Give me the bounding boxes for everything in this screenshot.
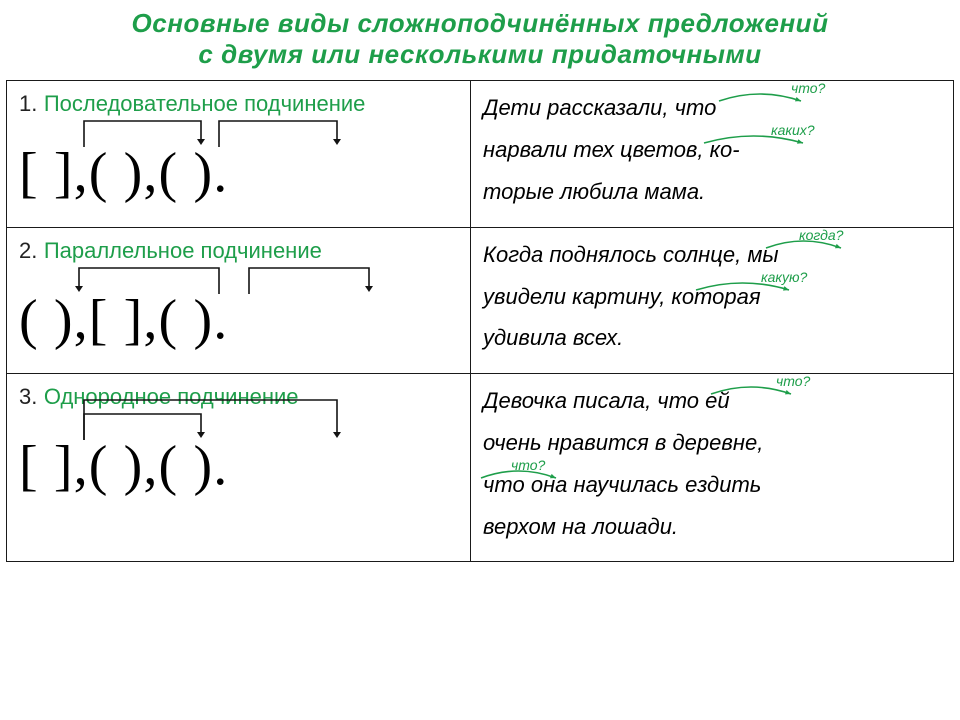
example-line: Дети рассказали, что <box>483 87 941 129</box>
title-line-2: с двумя или несколькими придаточными <box>198 39 761 69</box>
table-row: 2. Параллельное подчинение ( ),[ ],( ). ко… <box>7 227 954 373</box>
example-line: что она научилась ездить <box>483 464 941 506</box>
table-row: 1. Последовательное подчинение [ ],( ),( … <box>7 81 954 227</box>
types-table: 1. Последовательное подчинение [ ],( ),( … <box>6 80 954 562</box>
example-line: верхом на лошади. <box>483 506 941 548</box>
type-name: Параллельное подчинение <box>44 238 322 263</box>
type-name: Однородное подчинение <box>44 384 299 409</box>
type-number: 1. <box>19 91 37 116</box>
type-label: 2. Параллельное подчинение <box>19 238 458 264</box>
example-line: нарвали тех цветов, ко- <box>483 129 941 171</box>
type-number: 3. <box>19 384 37 409</box>
schema-text: [ ],( ),( ). <box>19 435 228 497</box>
example-line: очень нравится в деревне, <box>483 422 941 464</box>
schema: [ ],( ),( ). <box>19 438 458 494</box>
type-name: Последовательное подчинение <box>44 91 366 116</box>
table-row: 3. Однородное подчинение [ ],( ),( ). что?… <box>7 374 954 562</box>
type-number: 2. <box>19 238 37 263</box>
example-line: торые любила мама. <box>483 171 941 213</box>
schema: ( ),[ ],( ). <box>19 292 458 348</box>
example-line: увидели картину, которая <box>483 276 941 318</box>
title-line-1: Основные виды сложноподчинённых предложе… <box>132 8 829 38</box>
schema-text: [ ],( ),( ). <box>19 142 228 204</box>
example: что?что?Девочка писала, что ейочень нрав… <box>471 374 953 561</box>
page-title: Основные виды сложноподчинённых предложе… <box>6 8 954 70</box>
schema: [ ],( ),( ). <box>19 145 458 201</box>
example: что?каких?Дети рассказали, чтонарвали те… <box>471 81 953 226</box>
schema-text: ( ),[ ],( ). <box>19 289 228 351</box>
example-line: Девочка писала, что ей <box>483 380 941 422</box>
type-label: 3. Однородное подчинение <box>19 384 458 410</box>
example: когда?какую?Когда поднялось солнце, мыув… <box>471 228 953 373</box>
example-line: удивила всех. <box>483 317 941 359</box>
type-label: 1. Последовательное подчинение <box>19 91 458 117</box>
example-line: Когда поднялось солнце, мы <box>483 234 941 276</box>
